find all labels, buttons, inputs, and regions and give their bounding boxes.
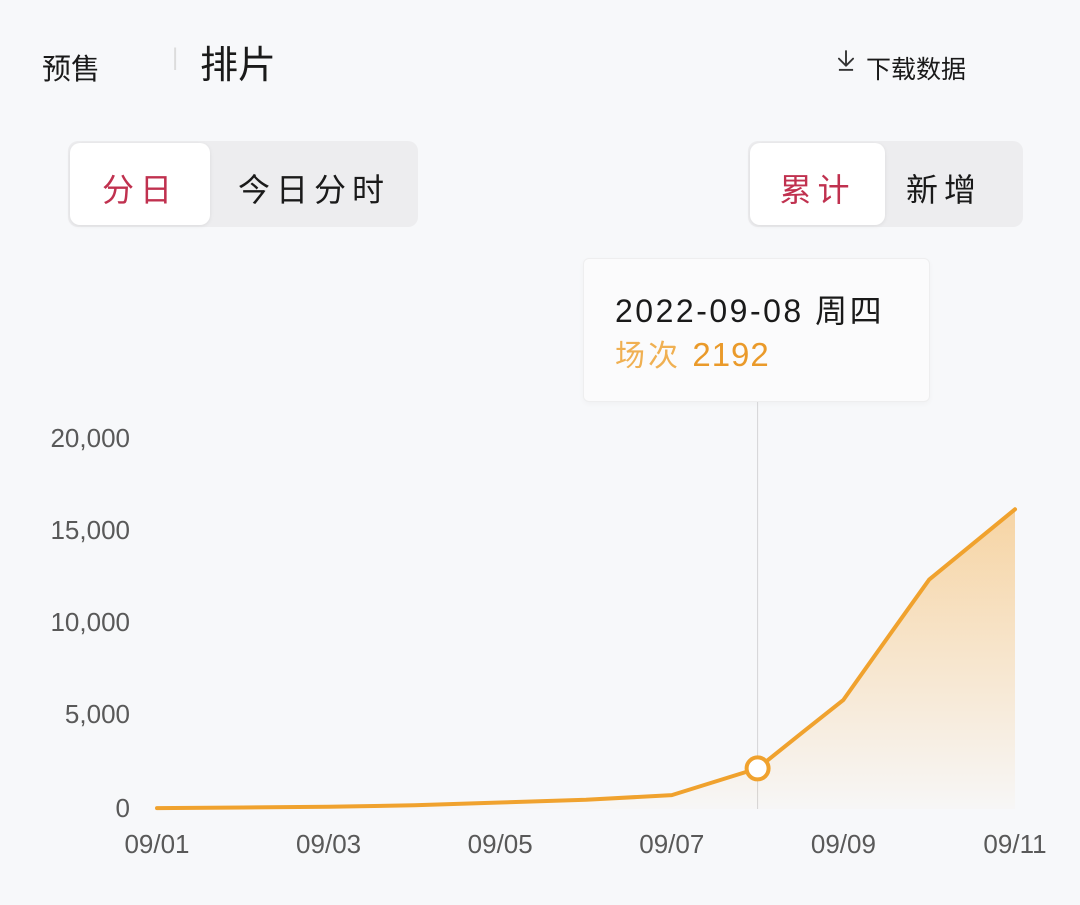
svg-text:10,000: 10,000 <box>50 607 130 637</box>
svg-text:09/05: 09/05 <box>468 829 533 859</box>
svg-text:09/03: 09/03 <box>296 829 361 859</box>
svg-text:09/01: 09/01 <box>124 829 189 859</box>
svg-text:09/09: 09/09 <box>811 829 876 859</box>
svg-text:09/11: 09/11 <box>983 829 1046 859</box>
svg-text:20,000: 20,000 <box>50 423 130 453</box>
svg-text:09/07: 09/07 <box>639 829 704 859</box>
svg-text:5,000: 5,000 <box>65 699 130 729</box>
svg-text:15,000: 15,000 <box>50 515 130 545</box>
svg-text:0: 0 <box>116 793 130 823</box>
